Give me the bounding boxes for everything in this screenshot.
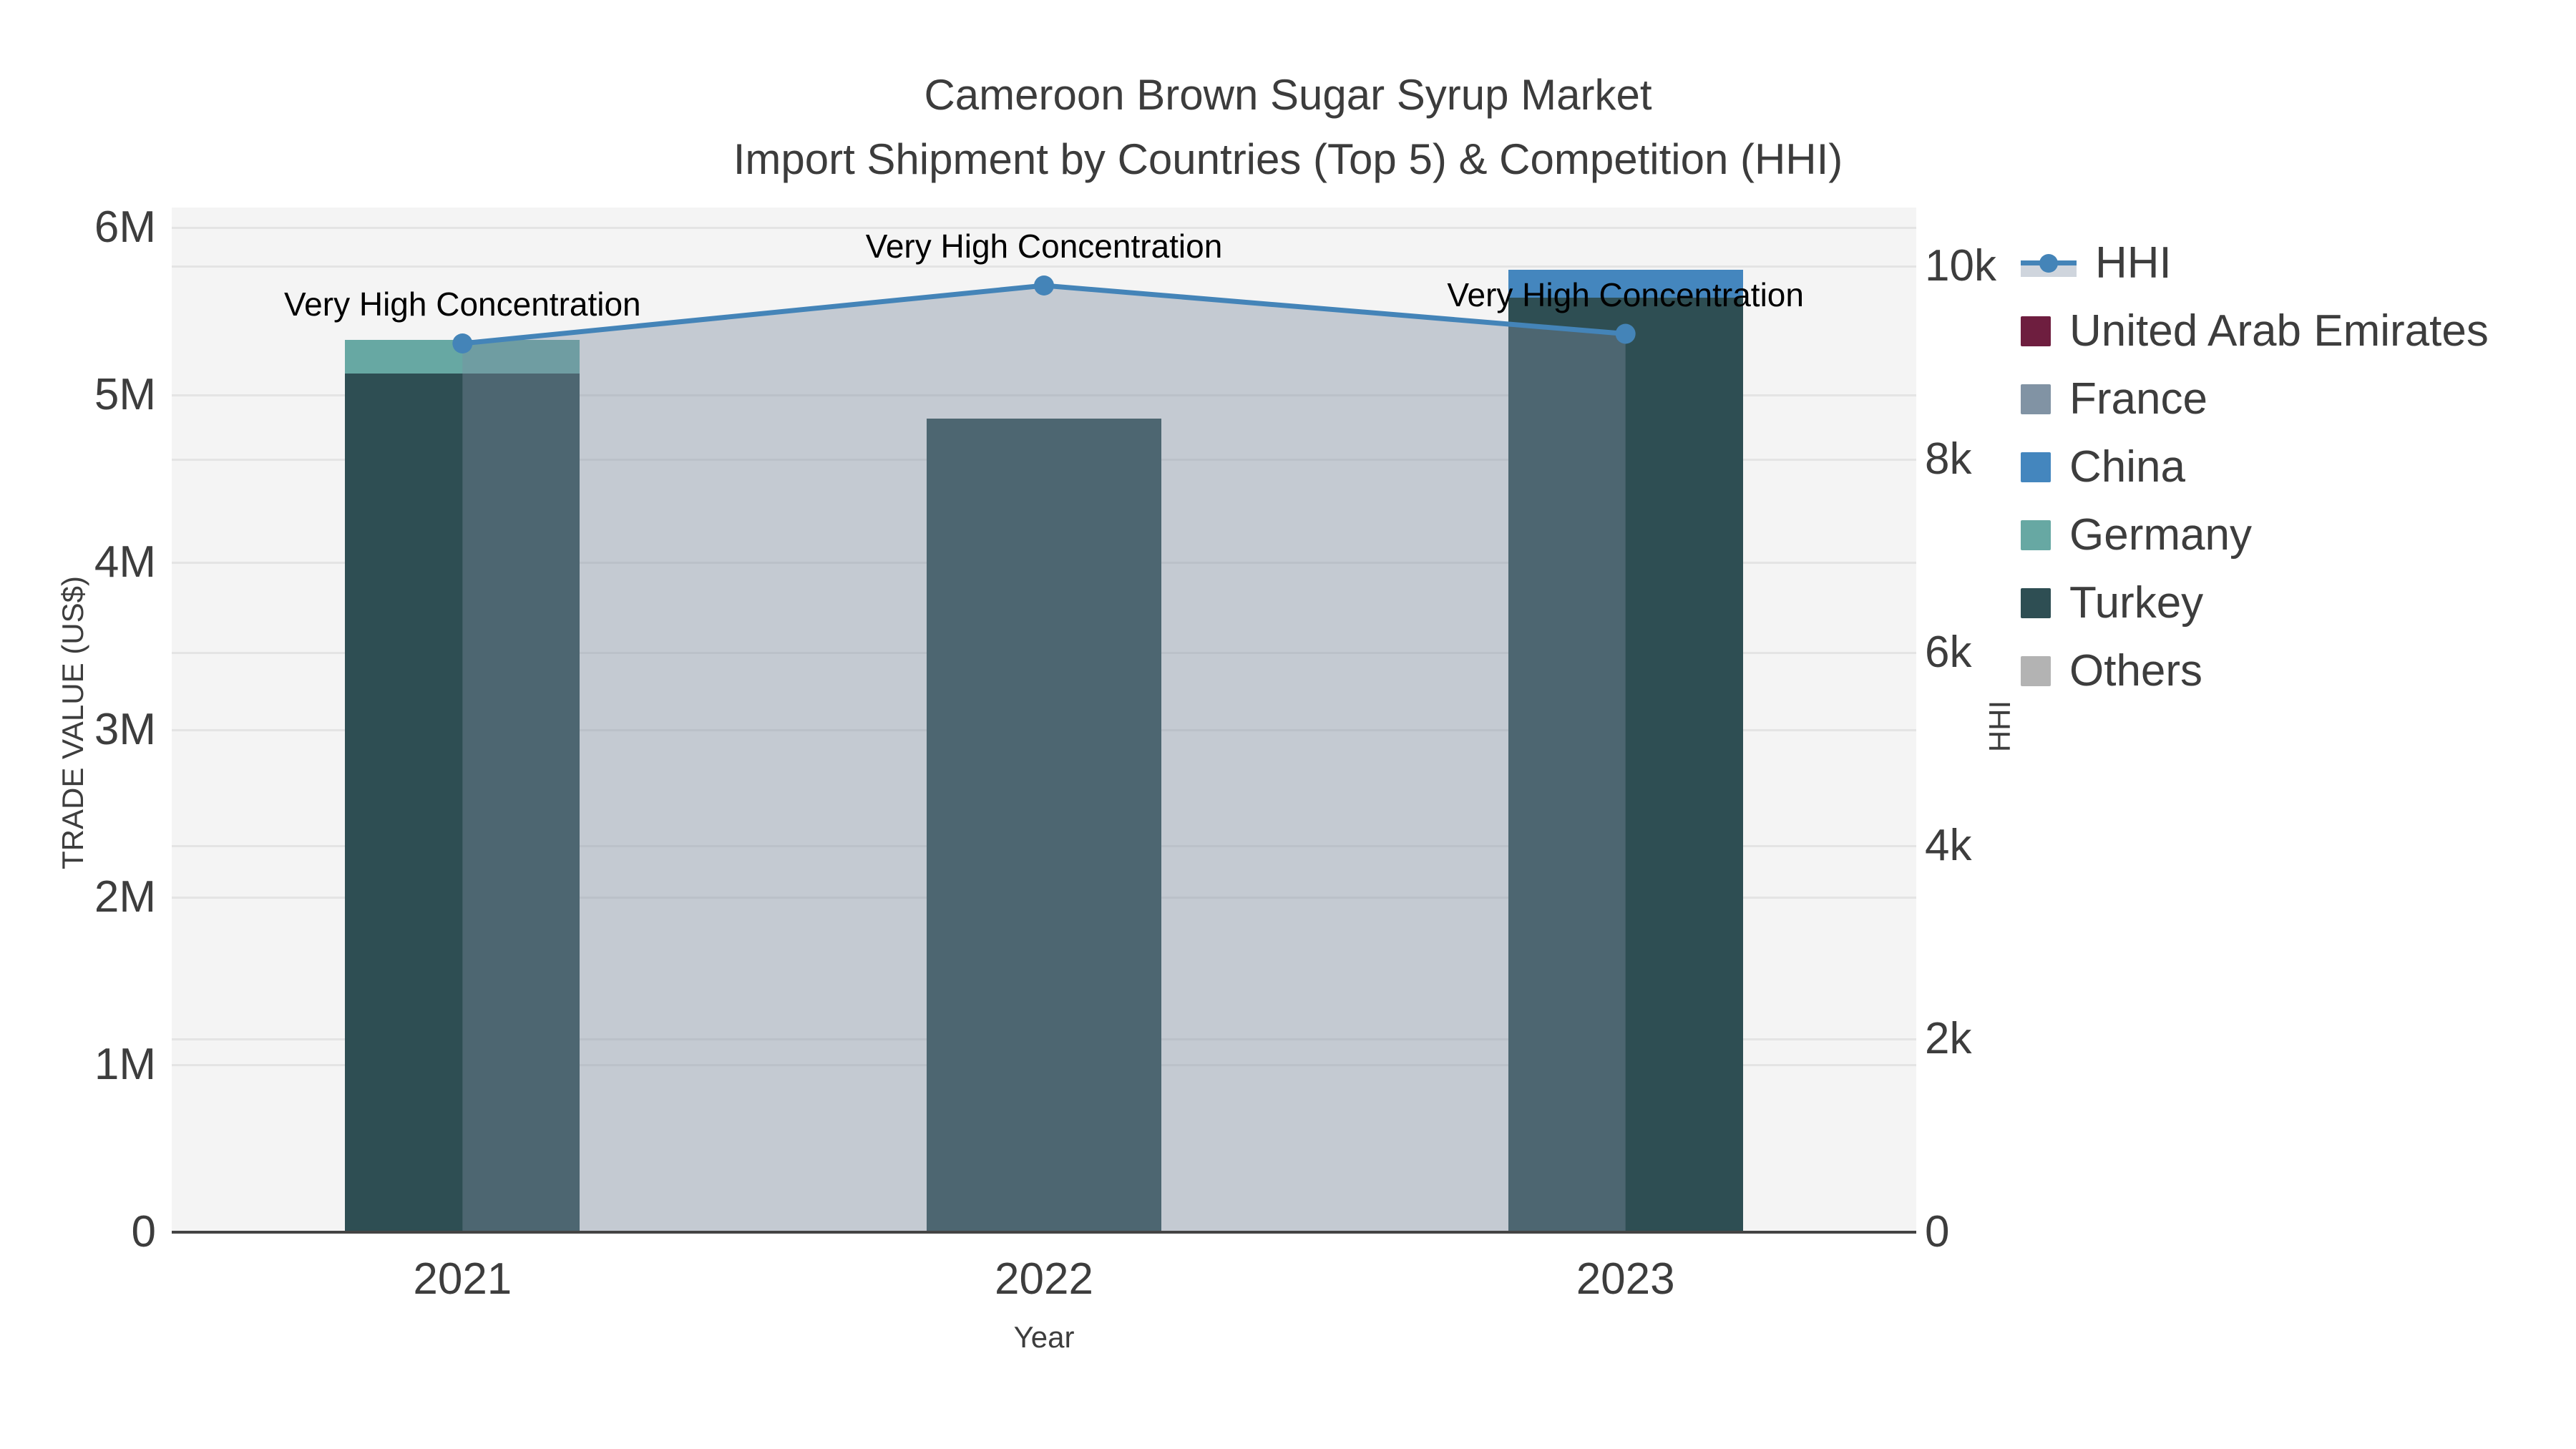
legend-swatch-icon: [2021, 587, 2051, 618]
chart-title: Cameroon Brown Sugar Syrup Market Import…: [0, 63, 2576, 192]
legend-label: France: [2069, 374, 2207, 424]
hhi-point-2023[interactable]: [1615, 323, 1636, 344]
legend-item-united-arab-emirates[interactable]: United Arab Emirates: [2021, 297, 2489, 365]
y-tick-4M: 4M: [94, 537, 156, 587]
plot-area: Very High Concentration Very High Concent…: [172, 208, 1916, 1232]
legend-item-hhi[interactable]: HHI: [2021, 229, 2489, 297]
legend-label: Germany: [2069, 510, 2252, 560]
legend-item-turkey[interactable]: Turkey: [2021, 569, 2489, 637]
x-tick-2021: 2021: [413, 1254, 512, 1304]
hhi-point-2022[interactable]: [1034, 275, 1054, 296]
left-y-axis-title: TRADE VALUE (US$): [56, 576, 89, 869]
legend-swatch-icon: [2021, 519, 2051, 550]
y-tick-1M: 1M: [94, 1040, 156, 1089]
hhi-point-2021[interactable]: [452, 333, 473, 353]
hhi-line-swatch-icon: [2021, 248, 2077, 278]
x-tick-2022: 2022: [995, 1254, 1093, 1304]
gridline: [172, 265, 1916, 268]
y2-tick-4k: 4k: [1925, 821, 1972, 870]
annotation-2023: Very High Concentration: [1447, 275, 1804, 313]
legend-label: HHI: [2095, 238, 2172, 288]
y2-tick-10k: 10k: [1925, 241, 1996, 291]
legend-label: China: [2069, 442, 2185, 492]
bar-segment-turkey-2021[interactable]: [345, 373, 580, 1232]
legend-label: Others: [2069, 646, 2203, 696]
x-tick-2023: 2023: [1576, 1254, 1675, 1304]
y-tick-5M: 5M: [94, 370, 156, 419]
chart-title-line-2: Import Shipment by Countries (Top 5) & C…: [733, 135, 1843, 183]
legend-swatch-icon: [2021, 655, 2051, 686]
legend-label: Turkey: [2069, 578, 2204, 628]
x-axis-line: [172, 1231, 1916, 1234]
x-axis-title: Year: [1013, 1320, 1075, 1354]
legend-item-china[interactable]: China: [2021, 433, 2489, 501]
legend-swatch-icon: [2021, 452, 2051, 482]
legend-item-france[interactable]: France: [2021, 365, 2489, 433]
y-tick-3M: 3M: [94, 705, 156, 754]
y2-tick-2k: 2k: [1925, 1014, 1972, 1063]
y-tick-6M: 6M: [94, 203, 156, 252]
gridline: [172, 394, 1916, 396]
legend-item-others[interactable]: Others: [2021, 637, 2489, 705]
legend-label: United Arab Emirates: [2069, 306, 2489, 356]
bar-segment-turkey-2023[interactable]: [1508, 298, 1743, 1232]
legend-item-germany[interactable]: Germany: [2021, 501, 2489, 569]
y2-tick-0: 0: [1925, 1207, 1950, 1257]
annotation-2021: Very High Concentration: [284, 286, 641, 323]
legend-swatch-icon: [2021, 384, 2051, 414]
y2-tick-6k: 6k: [1925, 628, 1972, 677]
hhi-area-fill: [462, 286, 1626, 1232]
y-tick-0: 0: [131, 1207, 156, 1257]
legend-swatch-icon: [2021, 316, 2051, 346]
y-tick-2M: 2M: [94, 872, 156, 922]
y2-tick-8k: 8k: [1925, 434, 1972, 484]
hhi-line-layer: [452, 275, 1636, 1232]
right-y-axis-title: HHI: [1983, 700, 2016, 753]
bar-segment-china-2023[interactable]: [1508, 269, 1743, 298]
gridline: [172, 226, 1916, 229]
bar-segment-turkey-2022[interactable]: [927, 418, 1161, 1232]
chart-title-line-1: Cameroon Brown Sugar Syrup Market: [924, 71, 1652, 119]
legend: HHI United Arab Emirates France China German…: [2021, 229, 2489, 705]
annotation-2022: Very High Concentration: [865, 228, 1223, 265]
